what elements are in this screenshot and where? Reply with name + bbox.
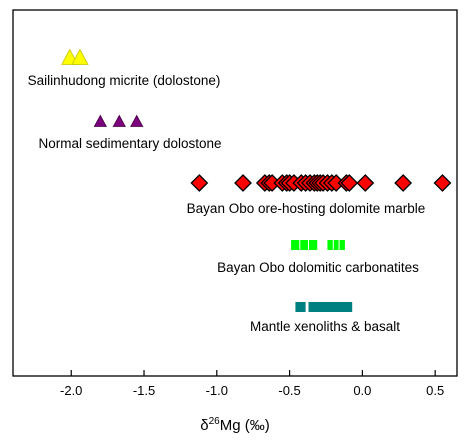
plot-frame [12,9,458,377]
range-bar [308,302,353,312]
x-axis-title: δ26Mg (‰) [200,416,269,434]
x-tick-label: 0.0 [353,383,371,398]
x-tick-label: -1.5 [133,383,155,398]
range-bar [295,302,306,312]
group-label: Bayan Obo dolomitic carbonatites [217,260,419,275]
triangle-point [112,114,126,127]
diamond-point [394,174,413,192]
diamond-point [234,174,252,192]
range-bar [291,240,318,250]
group-label: Bayan Obo ore-hosting dolomite marble [187,201,426,216]
x-tick-label: -0.5 [278,383,300,398]
triangle-point [71,48,89,65]
group-label: Normal sedimentary dolostone [38,136,221,151]
diamond-point [190,174,209,192]
x-tick-label: 0.5 [426,383,444,398]
group-label: Sailinhudong micrite (dolostone) [28,73,221,88]
triangle-point [130,114,144,127]
range-bar [327,240,345,250]
group-labels: Sailinhudong micrite (dolostone) Normal s… [28,73,426,334]
group-label: Mantle xenoliths & basalt [250,319,400,334]
x-axis-ticks: -2.0 -1.5 -1.0 -0.5 0.0 0.5 [60,370,444,398]
diamond-point [356,174,375,192]
chart-marks [61,48,452,312]
triangle-point [93,114,108,127]
x-tick-label: -2.0 [60,383,82,398]
diamond-point [433,174,452,192]
x-tick-label: -1.0 [206,383,228,398]
diamond-point [340,174,359,192]
